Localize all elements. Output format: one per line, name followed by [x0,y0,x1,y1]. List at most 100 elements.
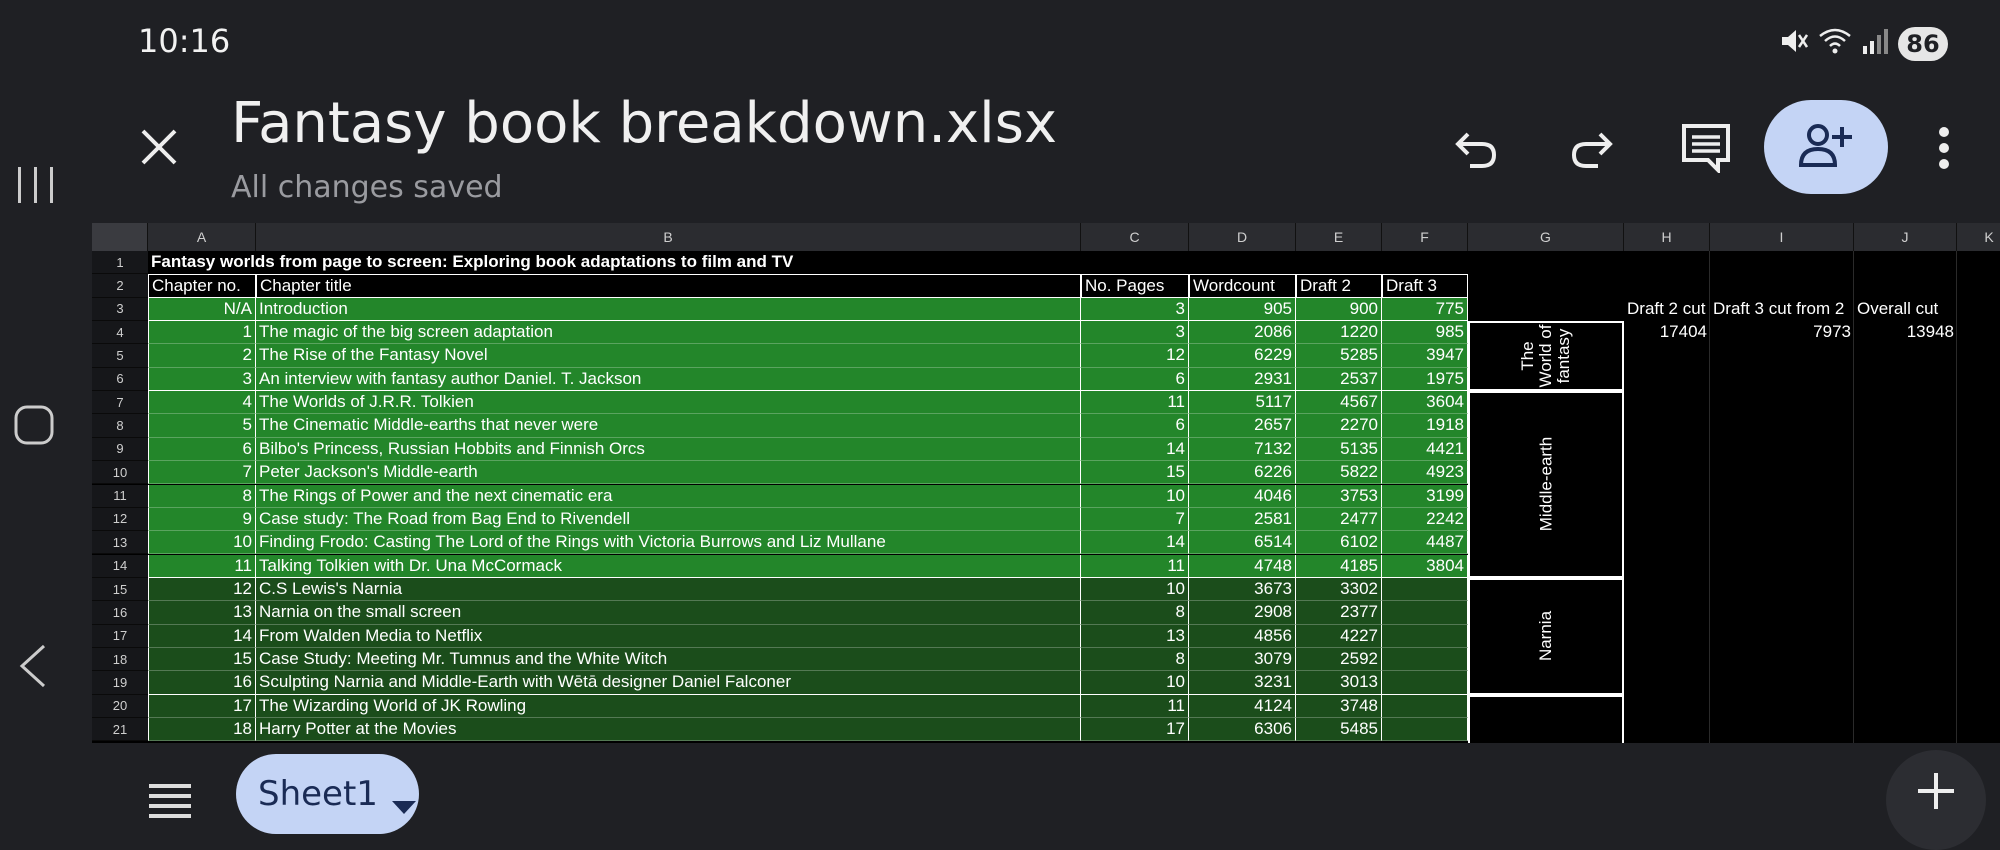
cell-c[interactable]: 11 [1081,391,1189,415]
cell-f[interactable] [1382,694,1468,718]
cell-a[interactable]: 12 [148,577,256,602]
cell-b[interactable]: Sculpting Narnia and Middle-Earth with W… [256,671,1081,695]
summary-header-h[interactable]: Draft 2 cut [1624,297,1710,321]
cell-c[interactable]: 10 [1081,484,1189,508]
cell-e[interactable]: 5822 [1296,461,1382,485]
add-sheet-button[interactable] [1886,750,1986,850]
undo-icon[interactable] [1452,122,1502,172]
header-cell-e[interactable]: Draft 2 [1296,274,1382,298]
cell-f[interactable] [1382,647,1468,672]
cell-d[interactable]: 7132 [1189,437,1296,462]
cell-c[interactable]: 11 [1081,554,1189,578]
cell-d[interactable]: 2931 [1189,367,1296,392]
cell-a[interactable]: 7 [148,461,256,485]
cell-b[interactable]: The Cinematic Middle-earths that never w… [256,414,1081,438]
row-header[interactable]: 1 [92,251,148,275]
cell-f[interactable] [1382,718,1468,742]
cell-b[interactable]: Case Study: Meeting Mr. Tumnus and the W… [256,647,1081,672]
column-header[interactable]: C [1081,223,1189,251]
row-header[interactable]: 6 [92,367,148,392]
cell-c[interactable]: 12 [1081,344,1189,368]
cell-e[interactable]: 900 [1296,297,1382,321]
cell-c[interactable]: 11 [1081,694,1189,718]
column-header[interactable]: H [1624,223,1710,251]
back-icon[interactable] [18,644,48,688]
comment-icon[interactable] [1680,122,1732,174]
cell-f[interactable]: 775 [1382,297,1468,321]
cell-c[interactable]: 13 [1081,624,1189,648]
cell-b[interactable]: The Rings of Power and the next cinemati… [256,484,1081,508]
recent-apps-icon[interactable] [16,165,56,205]
cell-e[interactable]: 4227 [1296,624,1382,648]
cell-c[interactable]: 15 [1081,461,1189,485]
cell-d[interactable]: 4046 [1189,484,1296,508]
cell-a[interactable]: 16 [148,671,256,695]
cell-d[interactable]: 6229 [1189,344,1296,368]
cell-a[interactable]: 8 [148,484,256,508]
header-cell-c[interactable]: No. Pages [1081,274,1189,298]
cell-a[interactable]: 10 [148,531,256,555]
cell-c[interactable]: 14 [1081,531,1189,555]
cell-f[interactable]: 3804 [1382,554,1468,578]
header-cell-f[interactable]: Draft 3 [1382,274,1468,298]
cell-e[interactable]: 5135 [1296,437,1382,462]
row-header[interactable]: 3 [92,297,148,321]
row-header[interactable]: 19 [92,671,148,695]
row-header[interactable]: 9 [92,437,148,462]
row-header[interactable]: 20 [92,694,148,718]
row-header[interactable]: 13 [92,531,148,555]
cell-b[interactable]: Finding Frodo: Casting The Lord of the R… [256,531,1081,555]
cell-a[interactable]: 6 [148,437,256,462]
cell-a[interactable]: 4 [148,391,256,415]
cell-e[interactable]: 1220 [1296,321,1382,345]
row-header[interactable]: 11 [92,484,148,508]
cell-f[interactable] [1382,601,1468,625]
row-header[interactable]: 10 [92,461,148,485]
cell-d[interactable]: 5117 [1189,391,1296,415]
cell-c[interactable]: 3 [1081,297,1189,321]
cell-a[interactable]: 1 [148,321,256,345]
header-cell-a[interactable]: Chapter no. [148,274,256,298]
section-label-cell[interactable]: The World of fantasy [1468,321,1624,392]
row-header[interactable]: 4 [92,321,148,345]
column-header[interactable]: J [1854,223,1957,251]
cell-e[interactable]: 6102 [1296,531,1382,555]
sheet-title-cell[interactable]: Fantasy worlds from page to screen: Expl… [148,251,1624,275]
cell-e[interactable]: 3302 [1296,577,1382,602]
cell-e[interactable]: 3013 [1296,671,1382,695]
cell-b[interactable]: C.S Lewis's Narnia [256,577,1081,602]
spreadsheet-grid[interactable]: A B C D E F G H I J K 1 2 3 4 5 6 7 8 9 10 11 12 13 14 15 16 17 18 19… [92,223,2000,743]
cell-b[interactable]: From Walden Media to Netflix [256,624,1081,648]
row-header[interactable]: 8 [92,414,148,438]
column-header[interactable]: E [1296,223,1382,251]
cell-e[interactable]: 2477 [1296,507,1382,532]
cell-b[interactable]: Bilbo's Princess, Russian Hobbits and Fi… [256,437,1081,462]
summary-value-h[interactable]: 17404 [1624,321,1710,345]
summary-header-j[interactable]: Overall cut [1854,297,1957,321]
cell-c[interactable]: 6 [1081,414,1189,438]
cell-c[interactable]: 8 [1081,601,1189,625]
cell-e[interactable]: 2537 [1296,367,1382,392]
cell-b[interactable]: Case study: The Road from Bag End to Riv… [256,507,1081,532]
cell-d[interactable]: 905 [1189,297,1296,321]
header-cell-d[interactable]: Wordcount [1189,274,1296,298]
cell-d[interactable]: 3231 [1189,671,1296,695]
cell-f[interactable]: 2242 [1382,507,1468,532]
cell-f[interactable]: 4421 [1382,437,1468,462]
cell-e[interactable]: 5485 [1296,718,1382,742]
cell-f[interactable]: 4923 [1382,461,1468,485]
cell-e[interactable]: 2592 [1296,647,1382,672]
cell-a[interactable]: 9 [148,507,256,532]
cell-b[interactable]: The Wizarding World of JK Rowling [256,694,1081,718]
cell-d[interactable]: 2086 [1189,321,1296,345]
summary-value-j[interactable]: 13948 [1854,321,1957,345]
cell-e[interactable]: 2377 [1296,601,1382,625]
cell-d[interactable]: 2908 [1189,601,1296,625]
sheet-tab-sheet1[interactable]: Sheet1 [236,754,419,834]
cell-f[interactable]: 3604 [1382,391,1468,415]
section-label-cell[interactable]: ts [1468,694,1624,743]
column-header[interactable]: G [1468,223,1624,251]
cell-b[interactable]: The magic of the big screen adaptation [256,321,1081,345]
redo-icon[interactable] [1566,122,1616,172]
cell-c[interactable]: 14 [1081,437,1189,462]
